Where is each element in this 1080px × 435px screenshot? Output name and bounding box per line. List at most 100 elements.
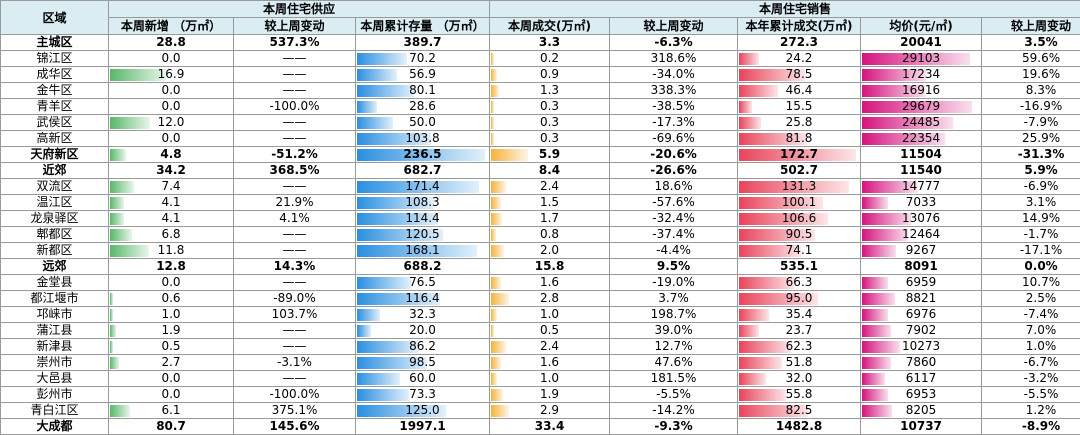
price-cell: 29103: [861, 51, 982, 67]
new-supply-change-cell: ——: [234, 51, 356, 67]
stock-cell-value: 236.5: [404, 147, 442, 161]
col-stock-header: 本周累计存量 （万㎡）: [356, 18, 490, 35]
year-deal-cell-value: 535.1: [780, 259, 818, 273]
price-cell: 13076: [861, 211, 982, 227]
price-change-cell: 1.0%: [982, 339, 1080, 355]
deal-change-cell: -19.0%: [610, 275, 738, 291]
new-supply-cell-value: 11.8: [158, 243, 185, 257]
district-cell-value: 高新区: [36, 131, 72, 145]
deal-cell-value: 5.9: [539, 147, 560, 161]
data-bar: [491, 85, 499, 97]
price-change-cell: 8.3%: [982, 83, 1080, 99]
year-deal-cell: 62.3: [738, 339, 861, 355]
deal-cell: 8.4: [490, 163, 610, 179]
year-deal-cell-value: 23.7: [786, 323, 813, 337]
price-cell: 9267: [861, 243, 982, 259]
year-deal-cell: 25.8: [738, 115, 861, 131]
price-cell: 11504: [861, 147, 982, 163]
stock-cell-value: 60.0: [409, 371, 436, 385]
price-cell: 14777: [861, 179, 982, 195]
year-deal-cell: 15.5: [738, 99, 861, 115]
deal-cell-value: 2.0: [540, 243, 559, 257]
deal-cell: 1.3: [490, 83, 610, 99]
new-supply-change-cell: -51.2%: [234, 147, 356, 163]
new-supply-cell: 80.7: [109, 419, 234, 435]
deal-cell-value: 2.9: [540, 403, 559, 417]
deal-cell-value: 0.9: [540, 67, 559, 81]
deal-cell-value: 1.0: [540, 371, 559, 385]
price-change-cell: -31.3%: [982, 147, 1080, 163]
district-cell-value: 都江堰市: [30, 291, 78, 305]
year-deal-cell: 106.6: [738, 211, 861, 227]
price-change-cell-value: -17.1%: [1020, 243, 1062, 257]
data-bar: [862, 293, 895, 305]
year-deal-cell: 82.5: [738, 403, 861, 419]
deal-change-cell: -9.3%: [610, 419, 738, 435]
year-deal-cell-value: 1482.8: [776, 419, 822, 433]
new-supply-change-cell-value: 4.1%: [279, 211, 310, 225]
district-cell-value: 天府新区: [30, 147, 78, 161]
district-cell-value: 大成都: [36, 419, 72, 433]
supply-group-header: 本周住宅供应: [109, 1, 490, 18]
price-cell-value: 9267: [906, 243, 937, 257]
new-supply-change-cell: ——: [234, 131, 356, 147]
data-bar: [491, 101, 494, 113]
new-supply-cell-value: 0.0: [161, 51, 180, 65]
district-cell: 蒲江县: [1, 323, 109, 339]
deal-cell: 1.0: [490, 371, 610, 387]
price-change-cell: -8.9%: [982, 419, 1080, 435]
year-deal-cell: 35.4: [738, 307, 861, 323]
stock-cell-value: 98.5: [409, 355, 436, 369]
new-supply-change-cell-value: 368.5%: [270, 163, 320, 177]
price-cell: 17234: [861, 67, 982, 83]
data-bar: [110, 309, 113, 321]
price-change-cell-value: 25.9%: [1022, 131, 1060, 145]
data-bar: [491, 229, 496, 241]
stock-cell-value: 86.2: [409, 339, 436, 353]
deal-change-cell: -14.2%: [610, 403, 738, 419]
price-change-cell: -16.9%: [982, 99, 1080, 115]
new-supply-change-cell-value: 14.3%: [274, 259, 316, 273]
price-change-cell-value: 1.2%: [1026, 403, 1057, 417]
year-deal-cell: 24.2: [738, 51, 861, 67]
new-supply-cell-value: 4.1: [161, 211, 180, 225]
stock-cell-value: 56.9: [409, 67, 436, 81]
year-deal-cell: 1482.8: [738, 419, 861, 435]
price-change-cell-value: 2.5%: [1026, 291, 1057, 305]
new-supply-cell: 2.7: [109, 355, 234, 371]
price-change-cell: -17.1%: [982, 243, 1080, 259]
new-supply-cell-value: 0.6: [161, 291, 180, 305]
new-supply-change-cell-value: 21.9%: [275, 195, 313, 209]
deal-cell: 1.5: [490, 195, 610, 211]
sales-group-header: 本周住宅销售: [490, 1, 1080, 18]
data-bar: [491, 309, 497, 321]
data-bar: [357, 117, 393, 129]
district-cell-value: 邛崃市: [36, 307, 72, 321]
year-deal-cell-value: 46.4: [786, 83, 813, 97]
deal-change-cell: -6.3%: [610, 35, 738, 51]
new-supply-cell-value: 4.1: [161, 195, 180, 209]
price-cell-value: 7033: [906, 195, 937, 209]
stock-cell: 70.2: [356, 51, 490, 67]
deal-cell: 2.9: [490, 403, 610, 419]
data-bar: [739, 53, 759, 65]
new-supply-cell-value: 80.7: [156, 419, 186, 433]
new-supply-change-cell: 368.5%: [234, 163, 356, 179]
year-deal-cell-value: 62.3: [786, 339, 813, 353]
new-supply-cell: 0.6: [109, 291, 234, 307]
data-bar: [491, 277, 501, 289]
year-deal-cell: 90.5: [738, 227, 861, 243]
data-bar: [491, 293, 509, 305]
new-supply-change-cell-value: ——: [283, 115, 307, 129]
price-cell-value: 7860: [906, 355, 937, 369]
data-bar: [110, 181, 134, 193]
price-change-cell: -7.9%: [982, 115, 1080, 131]
district-cell-value: 蒲江县: [36, 323, 72, 337]
deal-cell: 2.4: [490, 339, 610, 355]
year-deal-cell: 51.8: [738, 355, 861, 371]
year-deal-cell: 23.7: [738, 323, 861, 339]
